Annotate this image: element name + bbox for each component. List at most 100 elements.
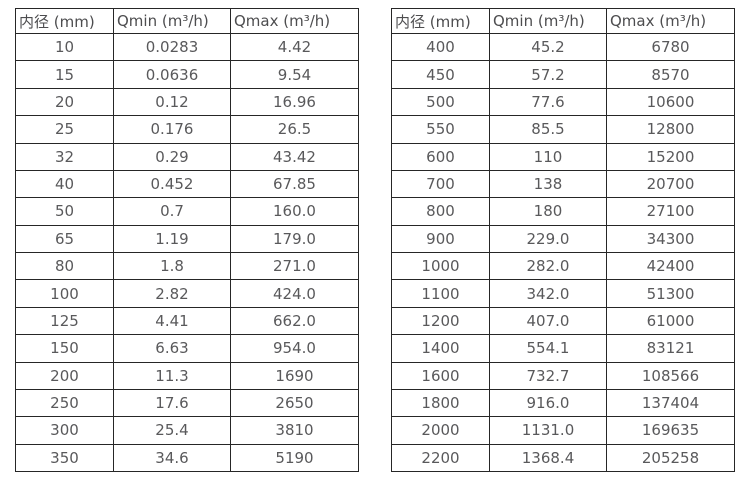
table-cell: 11.3 [113, 361, 231, 390]
table-row: 400 45.2 6780 [391, 32, 735, 62]
table-row: 200 11.3 1690 [15, 361, 359, 390]
table-row: 550 85.5 12800 [391, 115, 735, 144]
table-cell: 150 [15, 334, 114, 363]
table-cell: 20 [15, 87, 114, 117]
table-cell: 61000 [606, 306, 735, 336]
table-cell: 2.82 [113, 279, 231, 308]
table-cell: 300 [15, 416, 114, 445]
table-cell: 80 [15, 251, 114, 281]
table-cell: 85.5 [489, 115, 607, 144]
table-cell: 16.96 [230, 87, 359, 117]
header-qmin: Qmin (m³/h) [113, 8, 231, 34]
table-cell: 554.1 [489, 334, 607, 363]
header-qmax: Qmax (m³/h) [230, 8, 359, 34]
table-body: 10 0.0283 4.42 15 0.0636 9.54 20 0.12 16.96 25 0.1… [15, 32, 359, 473]
header-row: 内径 (mm) Qmin (m³/h) Qmax (m³/h) [391, 8, 735, 34]
table-cell: 1100 [391, 279, 490, 308]
table-row: 20 0.12 16.96 [15, 87, 359, 117]
table-cell: 5190 [230, 443, 359, 473]
table-cell: 0.0636 [113, 60, 231, 89]
table-row: 1200 407.0 61000 [391, 306, 735, 336]
table-cell: 350 [15, 443, 114, 473]
table-row: 25 0.176 26.5 [15, 115, 359, 144]
table-cell: 15200 [606, 142, 735, 171]
table-cell: 108566 [606, 361, 735, 390]
table-row: 900 229.0 34300 [391, 224, 735, 254]
table-cell: 32 [15, 142, 114, 171]
table-cell: 77.6 [489, 87, 607, 117]
flow-spec-tables: 内径 (mm) Qmin (m³/h) Qmax (m³/h) 10 0.0283… [15, 8, 735, 473]
table-row: 600 110 15200 [391, 142, 735, 171]
table-cell: 34300 [606, 224, 735, 254]
table-cell: 1400 [391, 334, 490, 363]
table-cell: 407.0 [489, 306, 607, 336]
table-cell: 1600 [391, 361, 490, 390]
table-cell: 10600 [606, 87, 735, 117]
table-cell: 10 [15, 32, 114, 62]
table-cell: 138 [489, 169, 607, 199]
table-cell: 12800 [606, 115, 735, 144]
table-cell: 1.19 [113, 224, 231, 254]
table-cell: 43.42 [230, 142, 359, 171]
table-cell: 57.2 [489, 60, 607, 89]
table-row: 250 17.6 2650 [15, 388, 359, 418]
table-row: 40 0.452 67.85 [15, 169, 359, 199]
table-cell: 4.42 [230, 32, 359, 62]
table-cell: 1131.0 [489, 416, 607, 445]
table-cell: 342.0 [489, 279, 607, 308]
table-cell: 3810 [230, 416, 359, 445]
table-cell: 27100 [606, 197, 735, 226]
table-row: 1400 554.1 83121 [391, 334, 735, 363]
table-row: 1000 282.0 42400 [391, 251, 735, 281]
table-row: 10 0.0283 4.42 [15, 32, 359, 62]
table-row: 100 2.82 424.0 [15, 279, 359, 308]
table-row: 2000 1131.0 169635 [391, 416, 735, 445]
table-cell: 110 [489, 142, 607, 171]
table-cell: 1200 [391, 306, 490, 336]
header-diameter: 内径 (mm) [391, 8, 490, 34]
table-cell: 8570 [606, 60, 735, 89]
table-cell: 100 [15, 279, 114, 308]
table-cell: 20700 [606, 169, 735, 199]
table-row: 50 0.7 160.0 [15, 197, 359, 226]
table-cell: 1800 [391, 388, 490, 418]
table-cell: 6.63 [113, 334, 231, 363]
table-cell: 424.0 [230, 279, 359, 308]
table-row: 15 0.0636 9.54 [15, 60, 359, 89]
table-cell: 0.7 [113, 197, 231, 226]
table-cell: 0.0283 [113, 32, 231, 62]
table-header: 内径 (mm) Qmin (m³/h) Qmax (m³/h) [15, 8, 359, 34]
table-cell: 250 [15, 388, 114, 418]
table-cell: 65 [15, 224, 114, 254]
table-row: 300 25.4 3810 [15, 416, 359, 445]
table-cell: 4.41 [113, 306, 231, 336]
table-cell: 732.7 [489, 361, 607, 390]
table-row: 150 6.63 954.0 [15, 334, 359, 363]
table-cell: 26.5 [230, 115, 359, 144]
table-row: 1100 342.0 51300 [391, 279, 735, 308]
table-header: 内径 (mm) Qmin (m³/h) Qmax (m³/h) [391, 8, 735, 34]
table-cell: 125 [15, 306, 114, 336]
table-cell: 0.452 [113, 169, 231, 199]
table-row: 1800 916.0 137404 [391, 388, 735, 418]
table-cell: 180 [489, 197, 607, 226]
table-cell: 25 [15, 115, 114, 144]
table-row: 125 4.41 662.0 [15, 306, 359, 336]
table-cell: 15 [15, 60, 114, 89]
table-cell: 45.2 [489, 32, 607, 62]
table-cell: 6780 [606, 32, 735, 62]
table-cell: 169635 [606, 416, 735, 445]
table-cell: 50 [15, 197, 114, 226]
table-row: 450 57.2 8570 [391, 60, 735, 89]
table-cell: 450 [391, 60, 490, 89]
table-cell: 179.0 [230, 224, 359, 254]
header-row: 内径 (mm) Qmin (m³/h) Qmax (m³/h) [15, 8, 359, 34]
table-cell: 271.0 [230, 251, 359, 281]
table-cell: 9.54 [230, 60, 359, 89]
table-cell: 34.6 [113, 443, 231, 473]
table-cell: 400 [391, 32, 490, 62]
table-cell: 916.0 [489, 388, 607, 418]
table-cell: 900 [391, 224, 490, 254]
table-cell: 40 [15, 169, 114, 199]
table-cell: 137404 [606, 388, 735, 418]
